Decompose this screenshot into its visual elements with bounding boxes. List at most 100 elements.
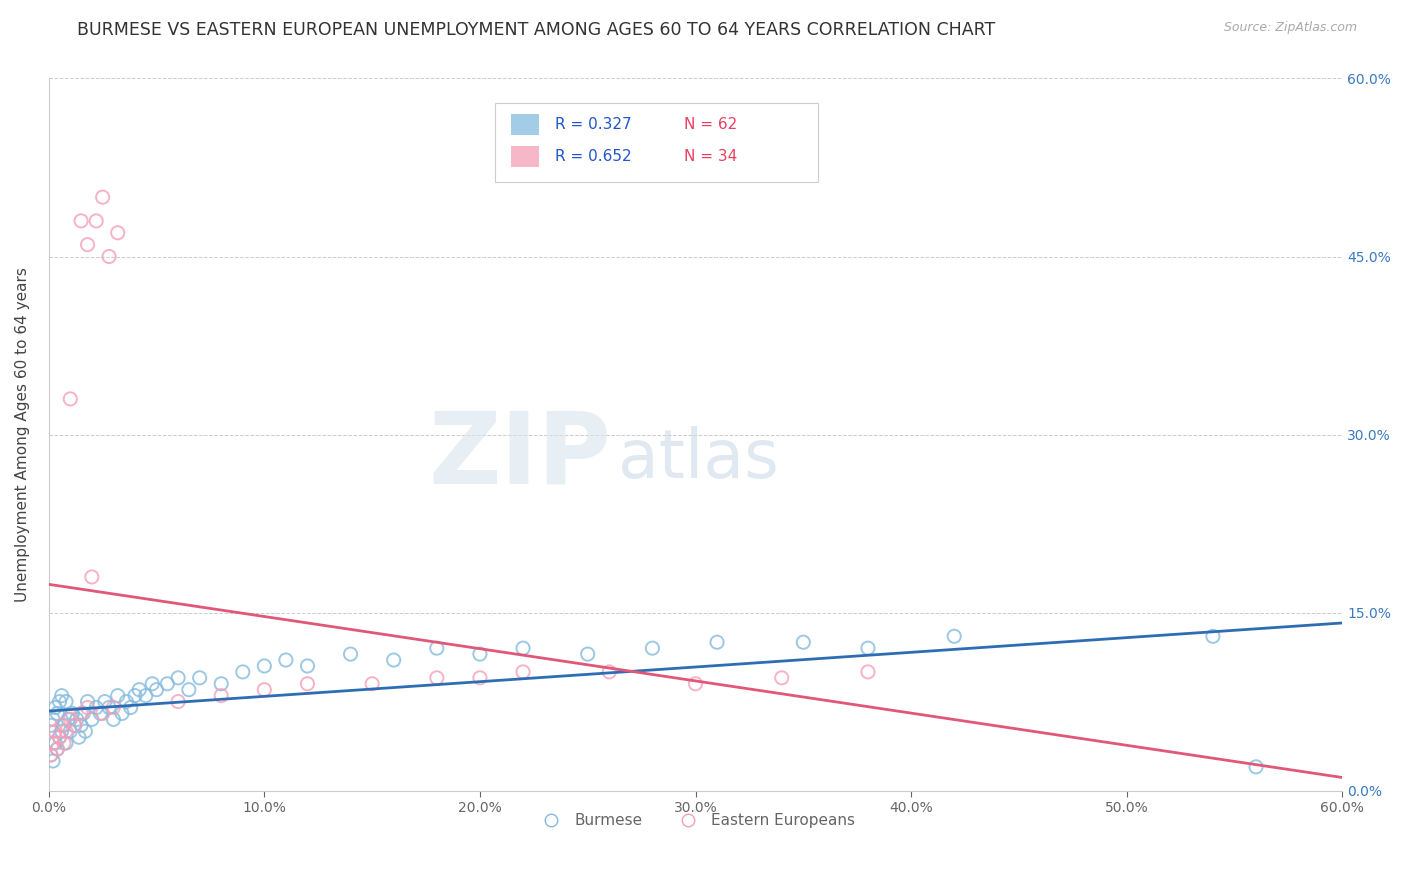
- Point: [84, 700, 107, 714]
- Point: [339, 647, 361, 661]
- Point: [274, 653, 297, 667]
- Point: [576, 647, 599, 661]
- Point: [141, 677, 163, 691]
- Point: [46, 706, 69, 721]
- Point: [44, 736, 66, 750]
- Point: [120, 700, 142, 714]
- Point: [297, 677, 319, 691]
- Point: [80, 712, 103, 726]
- Point: [59, 712, 82, 726]
- Point: [107, 226, 129, 240]
- Point: [145, 682, 167, 697]
- Point: [55, 736, 77, 750]
- Point: [253, 682, 276, 697]
- Point: [51, 718, 73, 732]
- Point: [48, 730, 70, 744]
- Point: [426, 671, 449, 685]
- FancyBboxPatch shape: [495, 103, 818, 182]
- Point: [685, 677, 707, 691]
- Point: [94, 695, 117, 709]
- Point: [177, 682, 200, 697]
- Point: [361, 677, 384, 691]
- Point: [856, 665, 879, 679]
- Point: [56, 712, 79, 726]
- Point: [297, 659, 319, 673]
- Point: [52, 718, 75, 732]
- Point: [42, 712, 65, 726]
- Point: [70, 214, 93, 228]
- Point: [124, 689, 146, 703]
- Point: [39, 747, 62, 762]
- Point: [426, 641, 449, 656]
- Point: [70, 706, 93, 721]
- Point: [39, 718, 62, 732]
- Point: [382, 653, 405, 667]
- Point: [44, 700, 66, 714]
- Point: [167, 695, 190, 709]
- Point: [42, 736, 65, 750]
- Text: ZIP: ZIP: [429, 408, 612, 504]
- Point: [63, 718, 86, 732]
- Point: [253, 659, 276, 673]
- Point: [468, 647, 491, 661]
- Text: R = 0.327: R = 0.327: [554, 117, 631, 132]
- Point: [51, 724, 73, 739]
- Point: [128, 682, 150, 697]
- Point: [66, 712, 89, 726]
- Point: [232, 665, 254, 679]
- Point: [72, 706, 94, 721]
- Point: [42, 754, 65, 768]
- Point: [468, 671, 491, 685]
- Point: [63, 718, 86, 732]
- Text: R = 0.652: R = 0.652: [554, 149, 631, 164]
- Point: [67, 730, 90, 744]
- Point: [70, 718, 93, 732]
- Point: [55, 724, 77, 739]
- Point: [59, 392, 82, 406]
- Point: [115, 695, 138, 709]
- Text: N = 62: N = 62: [683, 117, 737, 132]
- Point: [51, 689, 73, 703]
- Point: [111, 706, 134, 721]
- Point: [706, 635, 728, 649]
- Point: [156, 677, 179, 691]
- Text: Source: ZipAtlas.com: Source: ZipAtlas.com: [1223, 21, 1357, 35]
- Text: BURMESE VS EASTERN EUROPEAN UNEMPLOYMENT AMONG AGES 60 TO 64 YEARS CORRELATION C: BURMESE VS EASTERN EUROPEAN UNEMPLOYMENT…: [77, 21, 995, 39]
- Point: [167, 671, 190, 685]
- Y-axis label: Unemployment Among Ages 60 to 64 years: Unemployment Among Ages 60 to 64 years: [15, 267, 30, 602]
- Point: [76, 695, 98, 709]
- Point: [91, 190, 114, 204]
- Point: [91, 706, 114, 721]
- Point: [1244, 760, 1267, 774]
- Point: [107, 689, 129, 703]
- Point: [770, 671, 793, 685]
- Point: [75, 724, 97, 739]
- Point: [80, 570, 103, 584]
- Point: [943, 629, 966, 643]
- Point: [62, 706, 84, 721]
- Point: [103, 712, 125, 726]
- Point: [89, 706, 111, 721]
- Point: [856, 641, 879, 656]
- Point: [98, 250, 121, 264]
- Point: [135, 689, 157, 703]
- Point: [98, 700, 121, 714]
- Point: [641, 641, 664, 656]
- FancyBboxPatch shape: [510, 146, 538, 168]
- Point: [1202, 629, 1225, 643]
- Point: [188, 671, 211, 685]
- Point: [598, 665, 620, 679]
- Point: [59, 724, 82, 739]
- Point: [209, 689, 232, 703]
- Text: N = 34: N = 34: [683, 149, 737, 164]
- Point: [103, 700, 125, 714]
- Point: [209, 677, 232, 691]
- Point: [512, 665, 534, 679]
- Legend: Burmese, Eastern Europeans: Burmese, Eastern Europeans: [530, 807, 860, 834]
- Point: [48, 695, 70, 709]
- Point: [46, 742, 69, 756]
- Point: [48, 730, 70, 744]
- Point: [76, 700, 98, 714]
- FancyBboxPatch shape: [510, 114, 538, 136]
- Point: [792, 635, 814, 649]
